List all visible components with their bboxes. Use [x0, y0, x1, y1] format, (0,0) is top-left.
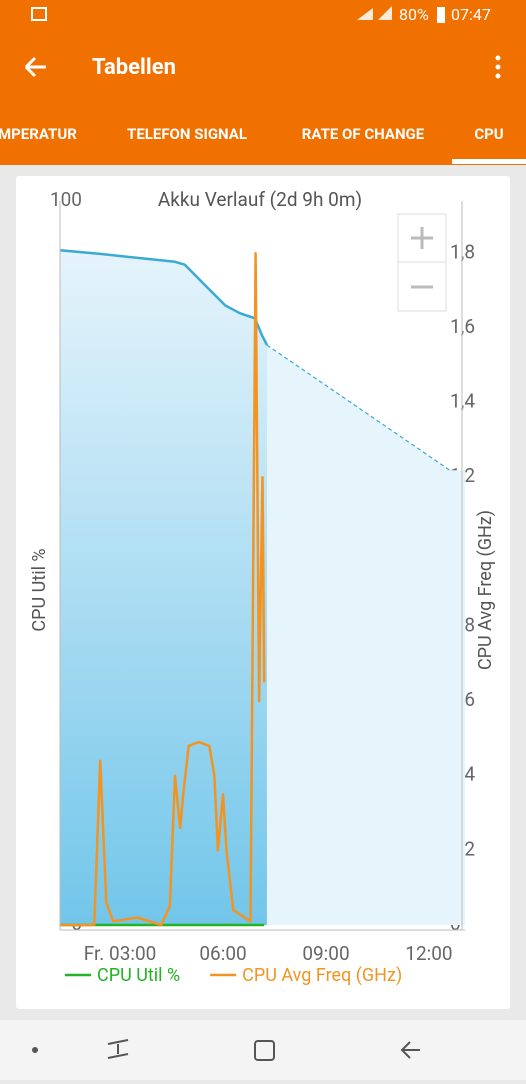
legend-label: CPU Util %	[97, 965, 180, 986]
home-button[interactable]	[254, 1040, 275, 1061]
x-tick-label: 06:00	[199, 942, 246, 965]
nav-dot[interactable]	[32, 1047, 38, 1053]
tab[interactable]: TELEFON SIGNAL	[127, 125, 247, 143]
app-title: Tabellen	[92, 55, 176, 80]
line	[59, 248, 269, 346]
zoom-in[interactable]	[411, 227, 433, 249]
header-bg	[0, 0, 526, 165]
area	[60, 250, 267, 925]
tab-selected[interactable]: CPU	[474, 125, 503, 143]
chart-title: Akku Verlauf (2d 9h 0m)	[158, 188, 362, 211]
clock: 07:47	[451, 5, 491, 24]
y-axis-label: CPU Util %	[29, 548, 50, 631]
signal-icons	[357, 6, 392, 20]
back-nav-button[interactable]	[400, 1041, 420, 1059]
y2-tick-label: 1,8	[450, 240, 475, 263]
tab[interactable]: RATE OF CHANGE	[302, 125, 425, 143]
recent-button[interactable]	[107, 1039, 129, 1059]
y2-tick-label: 1,4	[450, 390, 475, 413]
plot: Akku Verlauf (2d 9h 0m) CPU Util % CPU Avg…	[29, 188, 496, 986]
legend-label: CPU Avg Freq (GHz)	[242, 965, 402, 986]
y2-axis-label: CPU Avg Freq (GHz)	[475, 510, 496, 670]
menu-button[interactable]	[495, 55, 501, 79]
x-tick-label: 12:00	[405, 942, 452, 965]
battery-percent: 80%	[399, 5, 429, 24]
x-tick-label: 09:00	[302, 942, 349, 965]
line	[60, 251, 266, 927]
zoom-controls	[397, 213, 447, 312]
y2-tick-label: 1,6	[450, 315, 475, 338]
line	[266, 344, 451, 471]
x-tick-label: Fr. 03:00	[84, 942, 157, 965]
notification-icon	[31, 7, 47, 21]
back-button[interactable]	[24, 56, 46, 78]
tab-indicator	[452, 159, 526, 164]
battery-icon	[437, 7, 445, 23]
nav-bar	[0, 1020, 526, 1080]
y-tick-label: 100	[50, 188, 82, 211]
tab[interactable]: MPERATUR	[0, 125, 77, 143]
area	[266, 345, 465, 926]
